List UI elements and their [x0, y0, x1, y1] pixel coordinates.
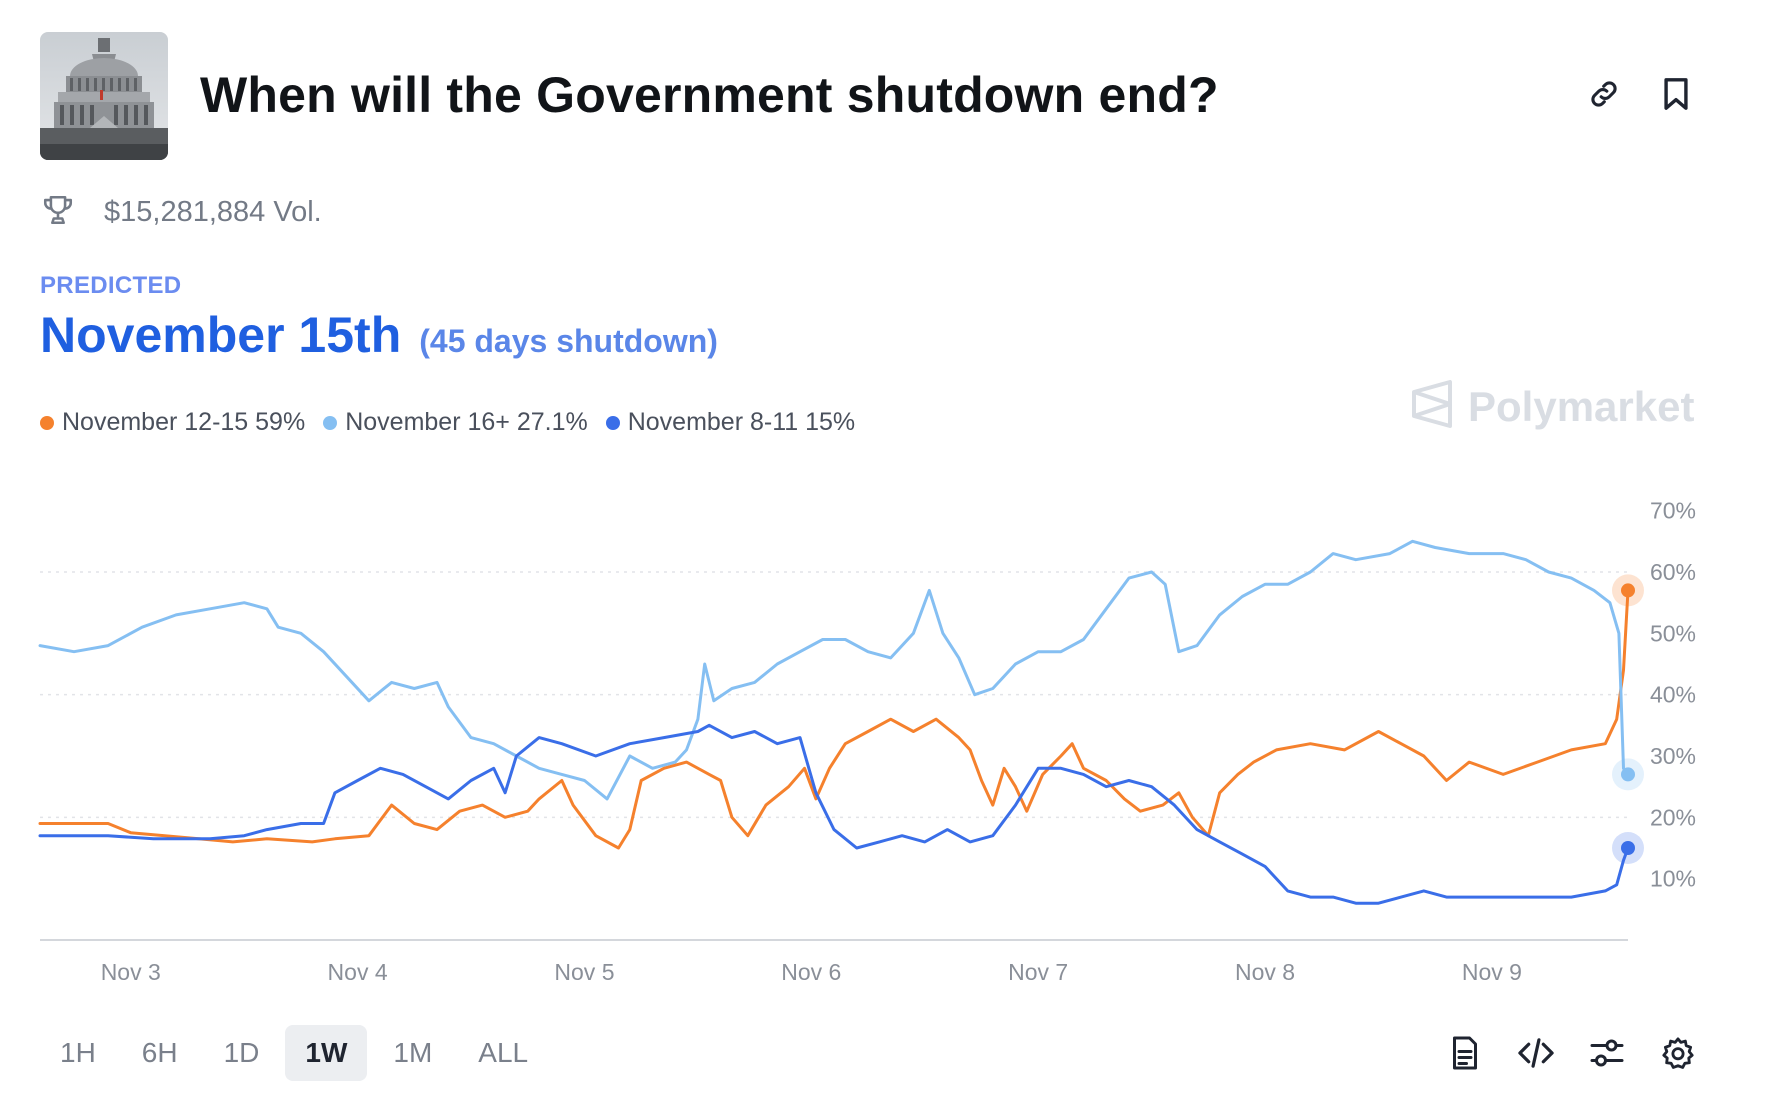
y-tick-label: 10%	[1650, 866, 1696, 892]
range-button-6h[interactable]: 6H	[141, 1037, 178, 1068]
series-end-point[interactable]	[1621, 583, 1635, 598]
prediction-row: November 15th (45 days shutdown)	[40, 306, 718, 364]
legend-item[interactable]: November 8-11 15%	[605, 408, 856, 437]
polymarket-wordmark: Polymarket	[1468, 382, 1695, 430]
range-button-1w[interactable]: 1W	[285, 1025, 368, 1081]
series-line-2	[38, 539, 1630, 801]
x-tick-label: Nov 9	[1462, 959, 1522, 985]
series-line-3	[38, 723, 1630, 905]
legend-label: November 12-15 59%	[62, 408, 306, 436]
y-axis-ticks: 10% 20% 30% 40% 50% 60% 70%	[1650, 498, 1696, 892]
y-tick-label: 60%	[1650, 559, 1696, 585]
predicted-value: November 15th	[40, 307, 402, 363]
y-tick-label: 40%	[1650, 682, 1696, 708]
x-tick-label: Nov 7	[1008, 959, 1068, 985]
polymarket-watermark: Polymarket	[1410, 380, 1694, 433]
polymarket-logo-icon	[1410, 380, 1454, 433]
bookmark-icon[interactable]	[1654, 72, 1698, 116]
document-icon[interactable]	[1442, 1030, 1488, 1076]
y-tick-label: 50%	[1650, 620, 1696, 646]
legend-item[interactable]: November 12-15 59%	[40, 408, 305, 437]
series-end-point[interactable]	[1621, 767, 1635, 782]
series-line-1	[38, 588, 1630, 850]
legend-label: November 8-11 15%	[627, 408, 856, 436]
x-tick-label: Nov 3	[101, 959, 161, 985]
series-end-markers	[1612, 574, 1644, 864]
legend-dot-icon	[605, 415, 620, 430]
series-end-point[interactable]	[1621, 841, 1635, 855]
capitol-building-image	[40, 32, 168, 160]
x-tick-label: Nov 5	[554, 959, 614, 985]
sliders-icon[interactable]	[1584, 1030, 1630, 1076]
code-icon[interactable]	[1513, 1030, 1559, 1076]
chart-lines	[38, 539, 1630, 905]
link-icon[interactable]	[1582, 72, 1626, 116]
x-axis-ticks: Nov 3 Nov 4 Nov 5 Nov 6 Nov 7 Nov 8 Nov 9	[101, 959, 1522, 985]
line-chart: 10%20%30%40%50%60%70% Nov 3 Nov 4 Nov 5 Nov…	[38, 498, 1696, 985]
chart-legend: November 12-15 59% November 16+ 27.1% No…	[40, 408, 855, 437]
page-title: When will the Government shutdown end?	[200, 67, 1219, 123]
legend-item[interactable]: November 16+ 27.1%	[323, 408, 588, 437]
range-button-all[interactable]: ALL	[478, 1037, 529, 1068]
x-tick-label: Nov 4	[328, 959, 388, 985]
y-tick-label: 20%	[1650, 804, 1696, 830]
legend-dot-icon	[323, 415, 338, 430]
range-button-1d[interactable]: 1D	[223, 1037, 260, 1068]
y-tick-label: 70%	[1650, 498, 1696, 524]
predicted-detail: (45 days shutdown)	[419, 323, 718, 359]
y-tick-label: 30%	[1650, 743, 1696, 769]
trophy-icon	[40, 193, 76, 232]
x-tick-label: Nov 8	[1235, 959, 1295, 985]
gear-icon[interactable]	[1655, 1030, 1701, 1076]
chart-grid	[40, 571, 1628, 941]
range-button-1m[interactable]: 1M	[393, 1037, 433, 1068]
volume-text: $15,281,884 Vol.	[104, 196, 322, 228]
range-button-1h[interactable]: 1H	[60, 1037, 96, 1068]
x-tick-label: Nov 6	[781, 959, 841, 985]
legend-label: November 16+ 27.1%	[345, 408, 588, 436]
predicted-label: PREDICTED	[40, 272, 182, 299]
volume-row: $15,281,884 Vol.	[40, 193, 322, 232]
time-range-selector: 1H 6H 1D 1W 1M ALL	[40, 1025, 548, 1081]
legend-dot-icon	[40, 415, 54, 430]
